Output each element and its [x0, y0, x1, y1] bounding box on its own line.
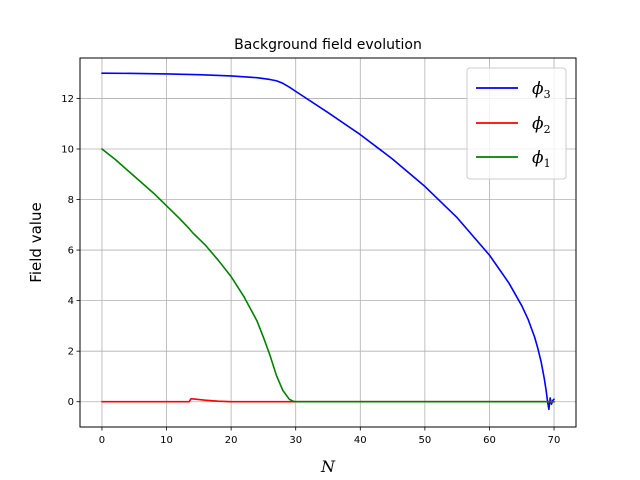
x-tick-label: 40 — [354, 435, 367, 446]
y-tick-label: 4 — [68, 296, 74, 307]
chart-title: Background field evolution — [234, 37, 422, 53]
plot-lines — [101, 72, 555, 411]
y-axis-label: Field value — [27, 202, 45, 282]
axis-ticks: 0 10 20 30 40 50 60 70 0 2 4 6 8 10 12 — [61, 94, 560, 446]
y-tick-label: 12 — [61, 94, 74, 105]
y-tick-label: 6 — [68, 246, 74, 257]
y-tick-label: 0 — [68, 397, 74, 408]
y-tick-label: 10 — [61, 144, 74, 155]
x-tick-label: 50 — [419, 435, 432, 446]
x-tick-label: 10 — [160, 435, 173, 446]
x-tick-label: 60 — [483, 435, 496, 446]
y-tick-label: 8 — [68, 195, 74, 206]
x-tick-label: 70 — [548, 435, 561, 446]
x-axis-label: N — [320, 457, 336, 476]
plot-frame — [79, 57, 577, 428]
y-tick-label: 2 — [68, 347, 74, 358]
x-tick-label: 20 — [225, 435, 238, 446]
x-tick-label: 30 — [289, 435, 302, 446]
x-tick-label: 0 — [99, 435, 105, 446]
series-line-ϕ1 — [101, 148, 555, 403]
